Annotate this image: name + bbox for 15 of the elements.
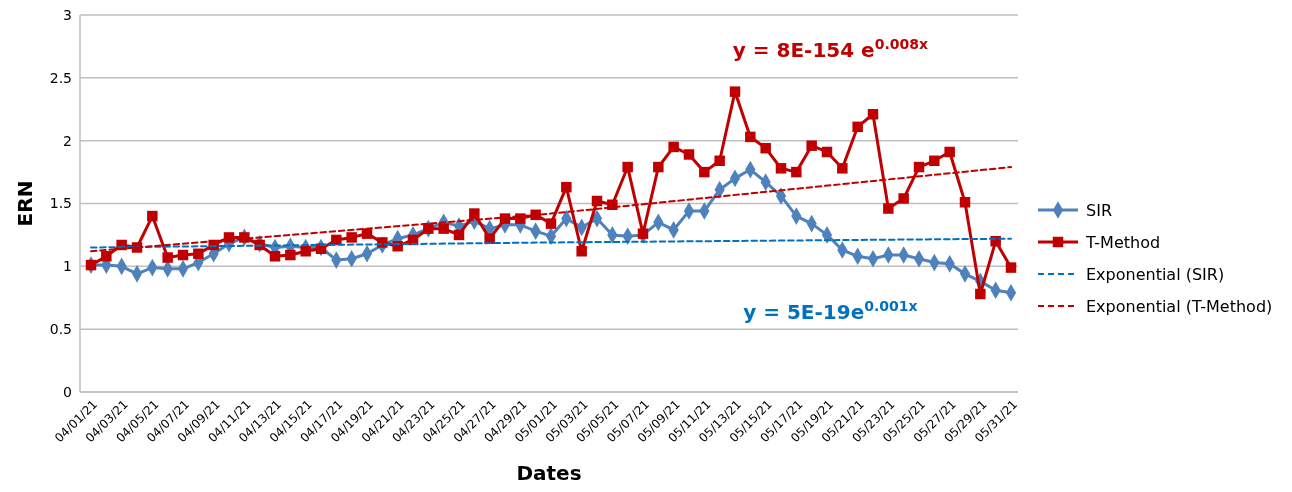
- y-tick-label: 0.5: [49, 321, 72, 338]
- y-tick-label: 1: [63, 258, 72, 275]
- y-tick-label: 2: [63, 132, 72, 149]
- legend-label: SIR: [1086, 200, 1112, 220]
- legend-label: T-Method: [1085, 232, 1161, 252]
- y-tick-label: 2.5: [49, 69, 72, 86]
- y-tick-label: 0: [63, 383, 72, 400]
- legend-label: Exponential (SIR): [1086, 264, 1225, 284]
- y-tick-label: 3: [63, 6, 72, 23]
- y-tick-label: 1.5: [49, 195, 72, 212]
- annotation: y = 8E-154 e$^{0.008x}$: [732, 36, 928, 62]
- x-axis-title: Dates: [516, 461, 582, 485]
- y-axis-title: ERN: [13, 180, 37, 227]
- annotation: y = 5E-19e$^{0.001x}$: [743, 298, 918, 324]
- legend-label: Exponential (T-Method): [1086, 296, 1273, 316]
